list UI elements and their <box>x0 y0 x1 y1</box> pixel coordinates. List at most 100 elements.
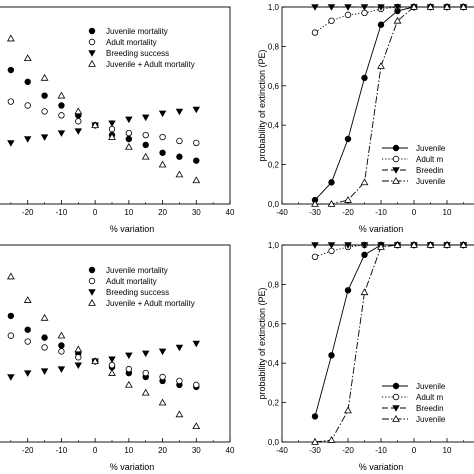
series-line <box>314 244 474 417</box>
data-point <box>142 369 149 377</box>
data-point <box>344 406 352 414</box>
data-point <box>327 199 336 207</box>
series-juvenile-mortality <box>311 241 474 420</box>
x-tick-label: 40 <box>226 208 235 217</box>
legend-label: Adult mortality <box>106 38 157 47</box>
series-juvenile-adult-mortality <box>6 34 201 184</box>
series-adult-mortality <box>7 332 200 389</box>
data-point <box>58 112 65 119</box>
legend-label: Breeding success <box>106 288 169 297</box>
data-point <box>443 3 451 10</box>
data-point <box>125 116 133 124</box>
series-juvenile-adult-mortality <box>311 241 474 445</box>
legend-label: Breedin <box>416 166 444 175</box>
y-tick-label: 0,6 <box>268 82 280 91</box>
data-point <box>40 134 49 141</box>
chart-panel-bottom-left: -20 -10 0 10 20 30 40 % variation Juvenile morta… <box>0 244 235 472</box>
x-axis-label: % variation <box>359 462 404 472</box>
data-point <box>24 78 31 86</box>
data-point <box>158 110 167 118</box>
legend-marker <box>88 27 96 35</box>
data-point <box>141 388 150 396</box>
data-point <box>175 108 184 116</box>
data-point <box>192 340 201 348</box>
legend-marker <box>88 289 96 296</box>
x-tick-label: -10 <box>56 208 68 217</box>
data-point <box>193 139 200 147</box>
data-point <box>108 361 116 369</box>
data-point <box>192 176 201 184</box>
data-point <box>443 241 451 248</box>
y-axis-label: probability of extinction (PE) <box>257 287 267 399</box>
legend-marker <box>88 266 96 274</box>
data-point <box>159 149 166 156</box>
chart-panel-bottom-right: -40 -30 -20 -10 0 10 0,0 0,2 0,4 0,6 0,8 1,0 % varia… <box>257 241 474 472</box>
y-tick-label: 0,4 <box>268 121 280 130</box>
data-point <box>377 21 385 28</box>
series-juvenile-adult-mortality <box>311 3 474 207</box>
y-tick-label: 0,8 <box>268 42 280 51</box>
legend-marker <box>88 298 96 306</box>
data-point <box>24 102 31 109</box>
data-point <box>327 436 336 443</box>
data-point <box>393 241 402 248</box>
series-breeding-success <box>7 340 201 381</box>
data-point <box>41 344 48 351</box>
data-point <box>328 247 335 255</box>
data-point <box>193 157 200 164</box>
x-tick-label: 10 <box>443 446 452 455</box>
data-point <box>159 133 166 141</box>
legend-marker <box>392 414 400 422</box>
y-tick-label: 0,2 <box>268 161 280 170</box>
y-tick-label: 0,4 <box>268 359 280 368</box>
y-tick-label: 0,0 <box>268 438 280 447</box>
data-point <box>7 332 15 339</box>
data-area <box>311 241 474 445</box>
data-point <box>311 199 319 207</box>
data-point <box>344 11 352 19</box>
data-point <box>75 354 82 361</box>
legend-label: Adult m <box>416 393 443 402</box>
legend-label: Juvenile <box>416 177 446 186</box>
data-point <box>360 242 369 249</box>
x-tick-label: -30 <box>309 208 321 217</box>
data-area <box>6 34 201 184</box>
legend-label: Juvenile <box>416 144 446 153</box>
x-tick-label: -10 <box>56 446 68 455</box>
data-point <box>125 365 133 373</box>
series-adult-mortality <box>7 98 200 147</box>
data-point <box>23 136 32 143</box>
x-tick-label: 20 <box>158 446 167 455</box>
legend-label: Adult m <box>416 155 443 164</box>
legend-label: Adult mortality <box>106 277 157 286</box>
data-point <box>7 98 15 105</box>
x-tick-label: 10 <box>443 208 452 217</box>
data-point <box>108 356 116 364</box>
data-point <box>361 74 368 82</box>
legend-marker <box>392 382 400 390</box>
data-point <box>7 66 15 74</box>
x-tick-label: 10 <box>124 446 133 455</box>
data-point <box>361 251 368 259</box>
data-point <box>6 34 15 42</box>
data-point <box>426 241 435 248</box>
legend: Juvenile mortality Adult mortality Breedin… <box>88 27 195 69</box>
data-point <box>426 3 435 10</box>
data-point <box>58 102 65 109</box>
data-point <box>377 4 385 11</box>
data-point <box>108 133 116 140</box>
legend-marker <box>392 405 400 412</box>
y-tick-label: 1,0 <box>268 241 280 250</box>
data-point <box>108 120 116 128</box>
x-axis-label: % variation <box>359 224 404 234</box>
data-point <box>74 107 83 115</box>
legend: Juvenile mortality Adult mortality Breedin… <box>88 266 195 308</box>
plot-frame <box>281 244 474 443</box>
data-point <box>74 345 83 353</box>
data-point <box>192 106 201 114</box>
data-point <box>377 62 385 69</box>
data-point <box>7 374 15 381</box>
x-tick-label: -10 <box>375 446 387 455</box>
data-point <box>176 137 183 145</box>
x-tick-label: 40 <box>226 446 235 455</box>
